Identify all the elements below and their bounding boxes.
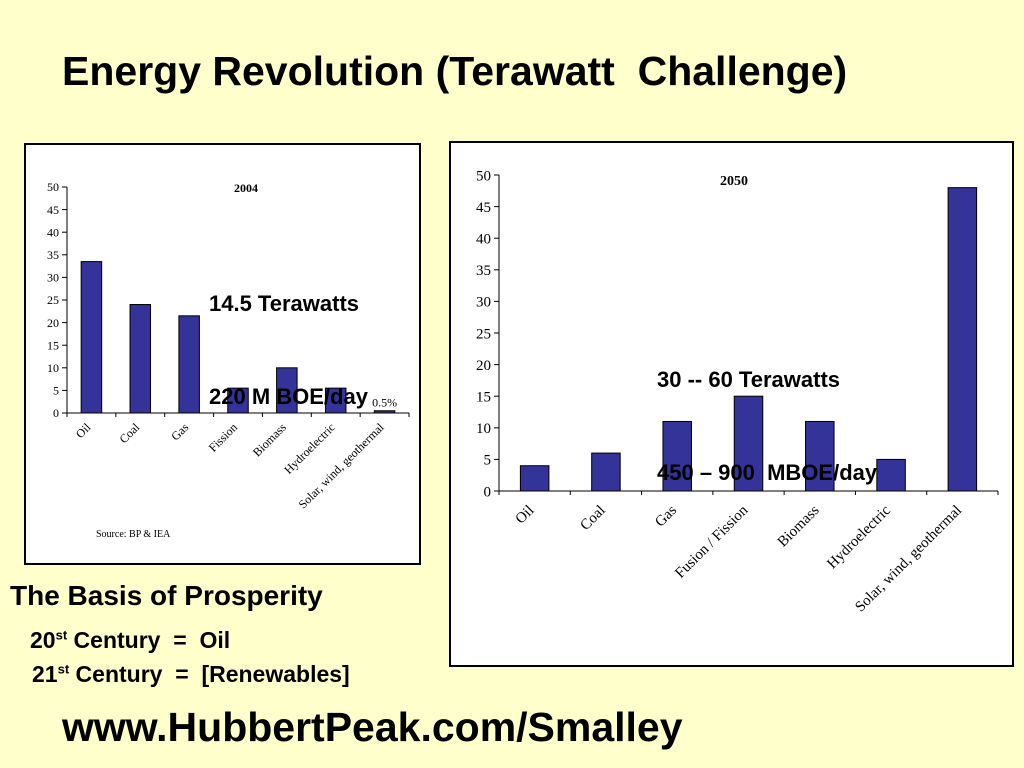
chart-2004-category-label: Oil xyxy=(73,420,94,441)
slide-title: Energy Revolution (Terawatt Challenge) xyxy=(62,48,848,94)
chart-2004-y-tick-label: 20 xyxy=(47,316,59,330)
chart-2050-bar-gas xyxy=(662,420,692,492)
chart-2004-y-tick-label: 5 xyxy=(53,384,59,398)
chart-2050-title: 2050 xyxy=(720,174,748,189)
annotation-boe-2050: 450 – 900 MBOE/day xyxy=(657,460,878,485)
chart-2004-source-note: Source: BP & IEA xyxy=(96,529,171,540)
chart-2050-category-label: Coal xyxy=(577,503,608,534)
chart-2004-bar-gas xyxy=(178,315,200,414)
annotation-terawatts-2004: 14.5 Terawatts xyxy=(209,291,360,316)
chart-2004-bar-hydroelectric xyxy=(324,387,347,414)
chart-2004-category-label: Coal xyxy=(116,420,142,446)
chart-2050-bar-fusion-fission xyxy=(733,395,764,492)
chart-2050-bar-hydroelectric xyxy=(876,458,906,492)
chart-2050-annotation: 30 -- 60 Terawatts 450 – 900 MBOE/day xyxy=(657,302,877,550)
chart-2004-y-tick-label: 50 xyxy=(47,180,59,194)
chart-2004-y-tick-label: 35 xyxy=(47,248,59,262)
chart-2050-y-tick-label: 50 xyxy=(476,168,491,184)
source-url: www.HubbertPeak.com/Smalley xyxy=(62,704,683,750)
chart-2004-y-tick-label: 15 xyxy=(47,338,59,352)
century-21-line: 21st Century = [Renewables] xyxy=(32,661,350,688)
chart-2050-bar-coal xyxy=(591,452,621,492)
chart-2050-y-tick-label: 5 xyxy=(484,453,492,469)
chart-2004-bar-biomass xyxy=(276,367,298,414)
annotation-terawatts-2050: 30 -- 60 Terawatts xyxy=(657,367,841,392)
chart-2050-y-tick-label: 30 xyxy=(476,295,491,311)
chart-2004-y-tick-label: 25 xyxy=(47,293,59,307)
chart-2004-y-tick-label: 10 xyxy=(47,361,59,375)
chart-2004-y-tick-label: 45 xyxy=(47,203,59,217)
chart-2050-y-tick-label: 20 xyxy=(476,358,491,374)
century-20-line: 20st Century = Oil xyxy=(30,627,230,654)
chart-2004-y-tick-label: 0 xyxy=(53,406,59,420)
chart-2050-y-tick-label: 0 xyxy=(484,484,492,500)
chart-2004-y-tick-label: 30 xyxy=(47,271,59,285)
chart-2004-y-tick-label: 40 xyxy=(47,225,59,239)
century-20-number: 20 xyxy=(30,627,56,653)
chart-2004-annotation: 14.5 Terawatts 220 M BOE/day xyxy=(209,226,368,474)
century-20-text: Century = Oil xyxy=(67,627,231,653)
chart-2004-data-label: 0.5% xyxy=(372,396,397,410)
chart-2004-category-label: Gas xyxy=(168,420,191,443)
chart-2004-bar-oil xyxy=(80,261,103,414)
century-21-number: 21 xyxy=(32,661,58,687)
chart-2050-y-tick-label: 10 xyxy=(476,421,491,437)
chart-2050-y-tick-label: 35 xyxy=(476,263,491,279)
century-20-suffix: st xyxy=(55,627,68,643)
chart-2050-y-tick-label: 45 xyxy=(476,200,491,216)
chart-2004-bar-fission xyxy=(227,387,249,414)
annotation-boe-2004: 220 M BOE/day xyxy=(209,384,368,409)
chart-2004-panel: 0 5 10 15 20 25 30 35 40 45 50 Oil Coal Gas Fission Bio… xyxy=(24,143,421,565)
chart-2050-category-label: Oil xyxy=(513,503,538,528)
chart-2004-bar-solar-wind-geothermal xyxy=(373,410,396,414)
chart-2004-bar-coal xyxy=(129,304,152,414)
chart-2004-title: 2004 xyxy=(234,181,258,195)
century-21-suffix: st xyxy=(57,661,70,677)
century-21-text: Century = [Renewables] xyxy=(69,661,350,687)
chart-2050-y-tick-label: 15 xyxy=(476,389,491,405)
chart-2050-bar-biomass xyxy=(805,420,835,492)
basis-heading: The Basis of Prosperity xyxy=(10,580,323,611)
chart-2050-panel: 0 5 10 15 20 25 30 35 40 45 50 Oil Coal Gas Fusion / F… xyxy=(449,141,1014,667)
chart-2050-bar-solar-wind-geothermal xyxy=(947,187,978,492)
chart-2050-bar-oil xyxy=(519,465,550,492)
chart-2050-y-tick-label: 25 xyxy=(476,326,491,342)
chart-2050-y-tick-label: 40 xyxy=(476,231,491,247)
